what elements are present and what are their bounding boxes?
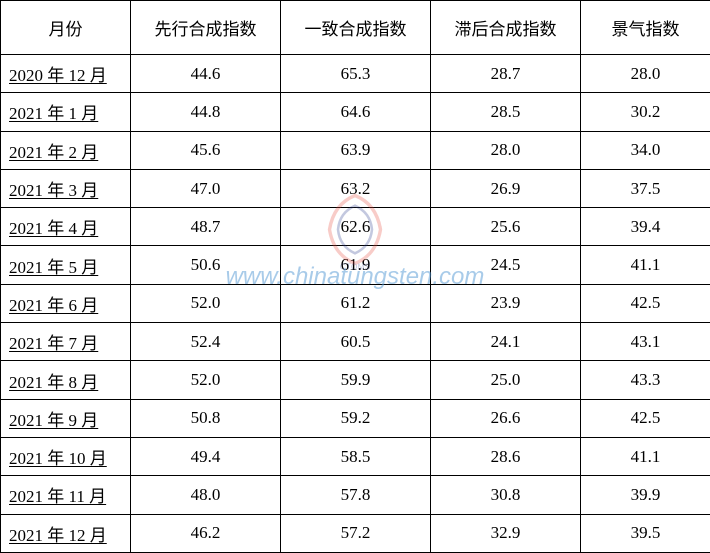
cell-value: 37.5 [581, 169, 710, 207]
index-data-table: 月份 先行合成指数 一致合成指数 滞后合成指数 景气指数 2020 年 12 月… [0, 0, 710, 553]
cell-value: 43.3 [581, 361, 710, 399]
cell-value: 63.2 [281, 169, 431, 207]
cell-value: 44.6 [131, 55, 281, 93]
cell-value: 28.0 [431, 131, 581, 169]
cell-value: 39.9 [581, 476, 710, 514]
cell-value: 28.7 [431, 55, 581, 93]
column-header-leading-index: 先行合成指数 [131, 1, 281, 55]
cell-month: 2021 年 8 月 [1, 361, 131, 399]
table-row: 2021 年 9 月50.859.226.642.5 [1, 399, 710, 437]
cell-value: 23.9 [431, 284, 581, 322]
cell-value: 59.2 [281, 399, 431, 437]
cell-value: 45.6 [131, 131, 281, 169]
cell-value: 50.6 [131, 246, 281, 284]
cell-value: 47.0 [131, 169, 281, 207]
table-row: 2021 年 5 月50.661.924.541.1 [1, 246, 710, 284]
cell-value: 49.4 [131, 437, 281, 475]
cell-value: 48.0 [131, 476, 281, 514]
cell-value: 41.1 [581, 437, 710, 475]
column-header-lagging-index: 滞后合成指数 [431, 1, 581, 55]
table-row: 2021 年 12 月46.257.232.939.5 [1, 514, 710, 552]
cell-month: 2021 年 10 月 [1, 437, 131, 475]
cell-month: 2020 年 12 月 [1, 55, 131, 93]
table-body: 2020 年 12 月44.665.328.728.02021 年 1 月44.… [1, 55, 710, 553]
cell-value: 28.0 [581, 55, 710, 93]
cell-value: 25.0 [431, 361, 581, 399]
cell-value: 46.2 [131, 514, 281, 552]
table-header-row: 月份 先行合成指数 一致合成指数 滞后合成指数 景气指数 [1, 1, 710, 55]
cell-month: 2021 年 4 月 [1, 208, 131, 246]
column-header-prosperity-index: 景气指数 [581, 1, 710, 55]
cell-value: 57.8 [281, 476, 431, 514]
cell-month: 2021 年 11 月 [1, 476, 131, 514]
cell-value: 52.0 [131, 361, 281, 399]
cell-value: 65.3 [281, 55, 431, 93]
table-row: 2021 年 7 月52.460.524.143.1 [1, 323, 710, 361]
cell-value: 28.6 [431, 437, 581, 475]
cell-month: 2021 年 12 月 [1, 514, 131, 552]
cell-month: 2021 年 3 月 [1, 169, 131, 207]
cell-value: 64.6 [281, 93, 431, 131]
cell-value: 39.4 [581, 208, 710, 246]
cell-month: 2021 年 6 月 [1, 284, 131, 322]
cell-value: 24.1 [431, 323, 581, 361]
cell-value: 42.5 [581, 399, 710, 437]
table-row: 2021 年 10 月49.458.528.641.1 [1, 437, 710, 475]
cell-value: 61.2 [281, 284, 431, 322]
cell-value: 26.9 [431, 169, 581, 207]
cell-value: 41.1 [581, 246, 710, 284]
cell-value: 43.1 [581, 323, 710, 361]
cell-value: 39.5 [581, 514, 710, 552]
table-row: 2021 年 3 月47.063.226.937.5 [1, 169, 710, 207]
cell-value: 42.5 [581, 284, 710, 322]
cell-month: 2021 年 7 月 [1, 323, 131, 361]
cell-value: 62.6 [281, 208, 431, 246]
cell-value: 44.8 [131, 93, 281, 131]
cell-value: 59.9 [281, 361, 431, 399]
column-header-month: 月份 [1, 1, 131, 55]
cell-value: 30.8 [431, 476, 581, 514]
cell-value: 57.2 [281, 514, 431, 552]
table-row: 2021 年 1 月44.864.628.530.2 [1, 93, 710, 131]
cell-month: 2021 年 2 月 [1, 131, 131, 169]
cell-value: 63.9 [281, 131, 431, 169]
table-row: 2021 年 11 月48.057.830.839.9 [1, 476, 710, 514]
table-row: 2021 年 2 月45.663.928.034.0 [1, 131, 710, 169]
cell-value: 24.5 [431, 246, 581, 284]
column-header-coincident-index: 一致合成指数 [281, 1, 431, 55]
cell-month: 2021 年 5 月 [1, 246, 131, 284]
table-row: 2020 年 12 月44.665.328.728.0 [1, 55, 710, 93]
cell-value: 60.5 [281, 323, 431, 361]
cell-value: 25.6 [431, 208, 581, 246]
cell-month: 2021 年 9 月 [1, 399, 131, 437]
cell-value: 61.9 [281, 246, 431, 284]
cell-value: 28.5 [431, 93, 581, 131]
table-row: 2021 年 6 月52.061.223.942.5 [1, 284, 710, 322]
data-table-container: 月份 先行合成指数 一致合成指数 滞后合成指数 景气指数 2020 年 12 月… [0, 0, 710, 553]
table-row: 2021 年 4 月48.762.625.639.4 [1, 208, 710, 246]
cell-value: 30.2 [581, 93, 710, 131]
cell-value: 50.8 [131, 399, 281, 437]
cell-month: 2021 年 1 月 [1, 93, 131, 131]
cell-value: 52.4 [131, 323, 281, 361]
cell-value: 58.5 [281, 437, 431, 475]
table-row: 2021 年 8 月52.059.925.043.3 [1, 361, 710, 399]
cell-value: 52.0 [131, 284, 281, 322]
cell-value: 32.9 [431, 514, 581, 552]
cell-value: 34.0 [581, 131, 710, 169]
cell-value: 48.7 [131, 208, 281, 246]
cell-value: 26.6 [431, 399, 581, 437]
